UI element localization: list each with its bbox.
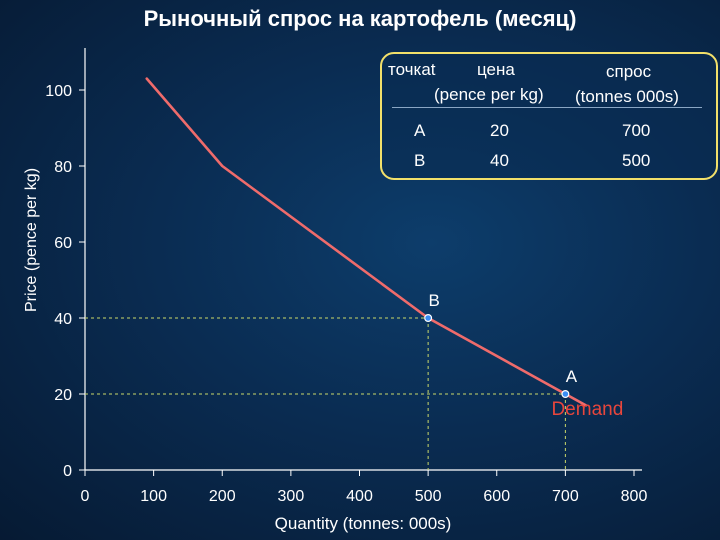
x-tick-label: 600 (483, 488, 510, 505)
point-label-b: B (428, 291, 439, 310)
table-header-demand: спрос (606, 62, 652, 81)
data-table-box (380, 52, 718, 180)
table-header-point: точкаt (388, 60, 436, 79)
point-label-a: A (566, 367, 578, 386)
x-tick-label: 200 (209, 488, 236, 505)
y-tick-label: 0 (63, 463, 72, 480)
x-tick-label: 700 (552, 488, 579, 505)
table-row-b-price: 40 (490, 151, 509, 170)
y-tick-label: 40 (54, 311, 72, 328)
x-tick-label: 0 (81, 488, 90, 505)
chart-title: Рыночный спрос на картофель (месяц) (143, 6, 577, 31)
demand-series-label: Demand (551, 399, 623, 420)
table-row-a-demand: 700 (622, 121, 651, 140)
point-b (424, 314, 433, 323)
y-tick-label: 100 (45, 83, 72, 100)
table-header-price-unit: (pence per kg) (434, 85, 544, 104)
x-tick-label: 800 (621, 488, 648, 505)
table-row-b-demand: 500 (622, 151, 651, 170)
x-tick-label: 300 (278, 488, 305, 505)
table-header-price: цена (477, 60, 515, 79)
table-header-demand-unit: (tonnes 000s) (575, 87, 679, 106)
table-row-a-point: A (414, 121, 426, 140)
x-axis-label: Quantity (tonnes: 000s) (274, 514, 452, 533)
demand-curve (145, 77, 588, 407)
x-tick-label: 500 (415, 488, 442, 505)
y-tick-label: 60 (54, 235, 72, 252)
point-a (561, 390, 570, 399)
x-tick-label: 100 (140, 488, 167, 505)
y-tick-label: 20 (54, 387, 72, 404)
y-tick-label: 80 (54, 159, 72, 176)
x-tick-label: 400 (346, 488, 373, 505)
y-axis-label: Price (pence per kg) (23, 167, 40, 313)
table-row-b-point: B (414, 151, 426, 170)
table-separator (392, 107, 702, 108)
table-row-a-price: 20 (490, 121, 509, 140)
